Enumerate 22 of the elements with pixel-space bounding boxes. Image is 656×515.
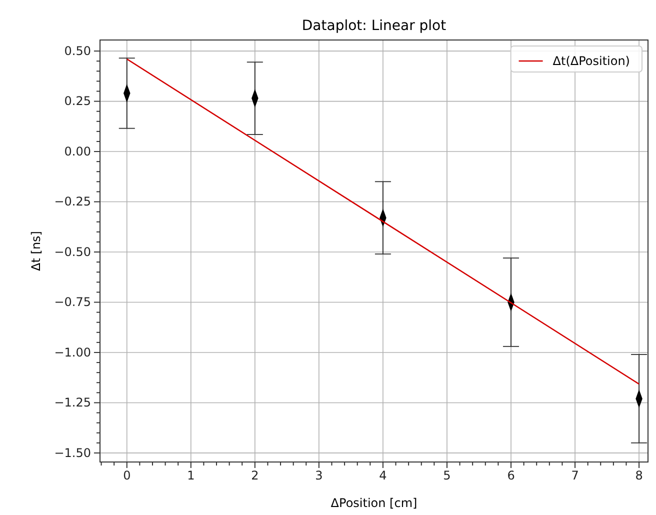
y-tick-label: −0.25 (54, 194, 91, 209)
y-tick-label: −1.50 (54, 446, 91, 460)
y-tick-label: −1.25 (54, 396, 91, 410)
chart-title: Dataplot: Linear plot (302, 18, 447, 34)
x-tick-label: 8 (635, 468, 643, 483)
y-axis-title: Δt [ns] (29, 231, 43, 271)
x-tick-label: 2 (251, 468, 259, 483)
y-tick-label: 0.00 (64, 144, 91, 158)
x-tick-label: 1 (187, 468, 195, 483)
x-tick-label: 0 (123, 468, 131, 483)
x-tick-label: 5 (443, 468, 451, 483)
y-tick-label: −1.00 (54, 345, 91, 360)
x-tick-label: 3 (315, 468, 323, 483)
y-tick-label: 0.25 (64, 94, 91, 108)
legend-label: Δt(ΔPosition) (552, 54, 630, 68)
y-tick-label: −0.50 (54, 244, 91, 259)
x-axis-title: ΔPosition [cm] (330, 496, 418, 510)
x-tick-label: 6 (507, 468, 515, 483)
x-tick-label: 4 (379, 468, 387, 483)
y-tick-label: −0.75 (54, 295, 91, 310)
x-tick-label: 7 (571, 468, 579, 483)
y-tick-label: 0.50 (64, 44, 91, 58)
